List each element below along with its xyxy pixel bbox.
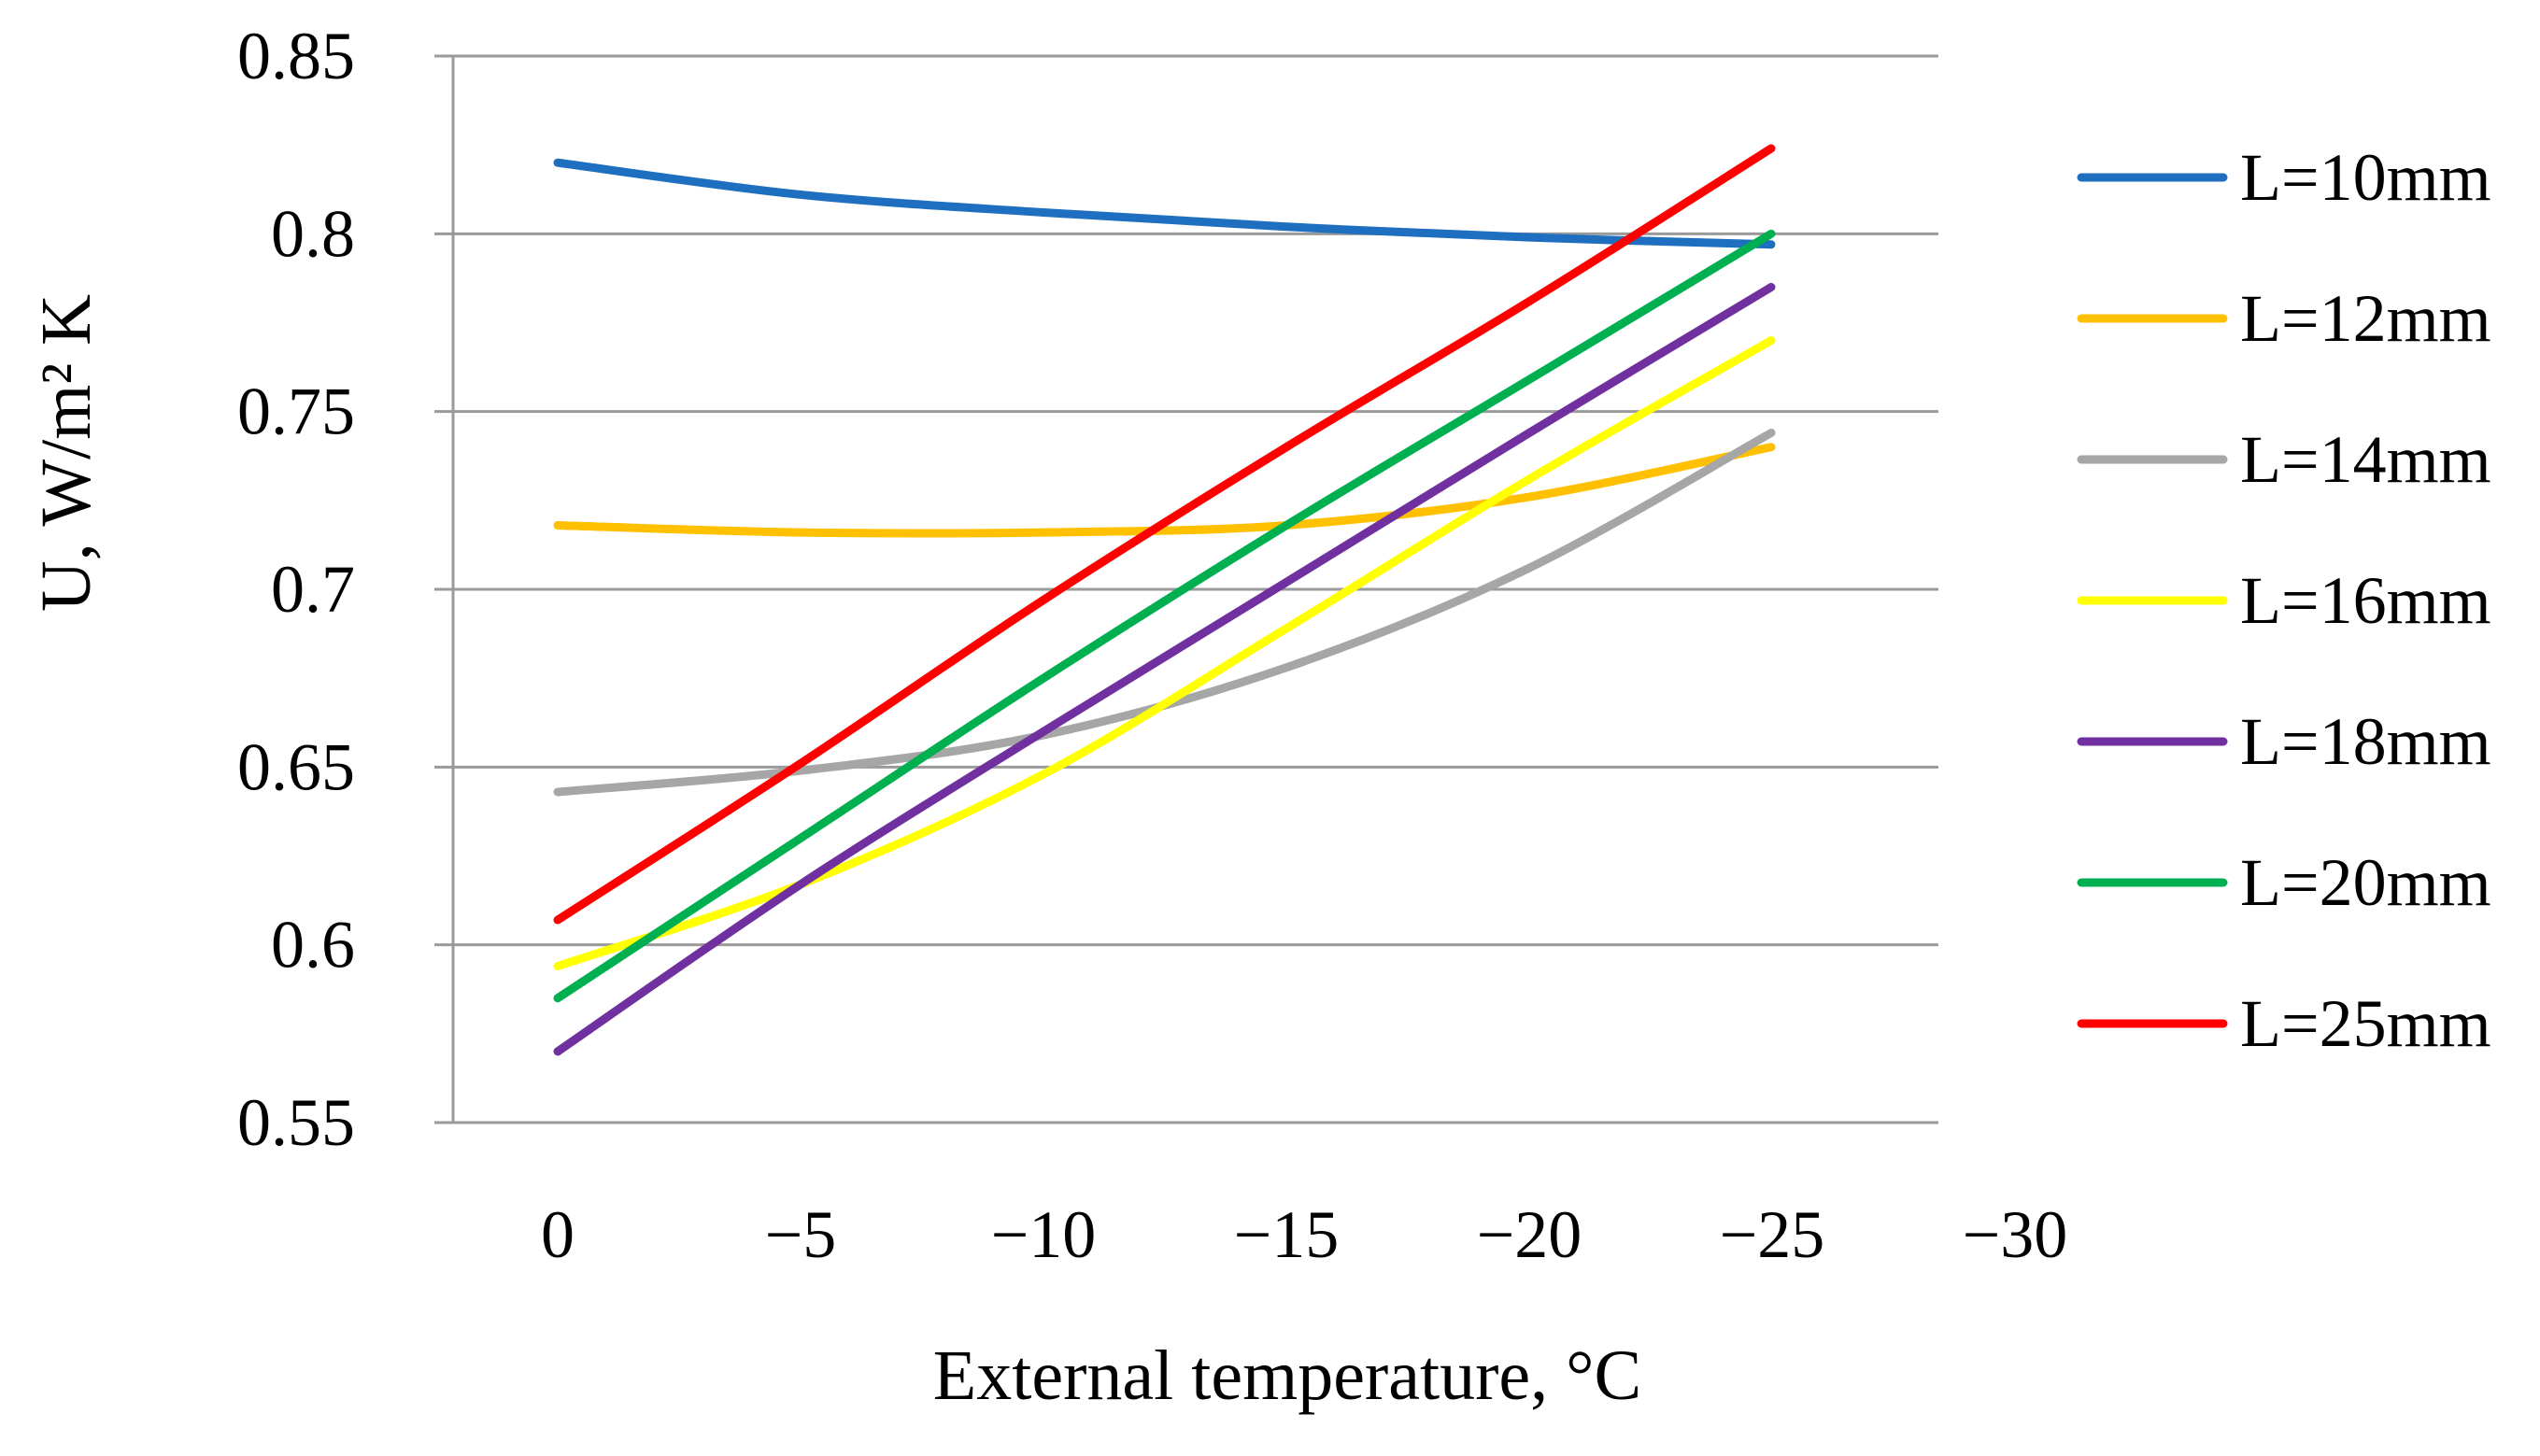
- y-tick-label: 0.65: [237, 729, 355, 804]
- legend-label-l-25mm: L=25mm: [2240, 986, 2491, 1061]
- y-tick-label: 0.85: [237, 19, 355, 93]
- legend-label-l-20mm: L=20mm: [2240, 845, 2491, 920]
- y-tick-label: 0.75: [237, 375, 355, 449]
- x-axis-label: External temperature, °C: [933, 1336, 1641, 1415]
- y-axis-label: U, W/m² K: [27, 294, 106, 612]
- x-tick-label: −30: [1963, 1197, 2068, 1272]
- y-tick-label: 0.8: [271, 196, 355, 271]
- legend-label-l-12mm: L=12mm: [2240, 281, 2491, 356]
- series-line-l-25mm: [553, 144, 1776, 925]
- legend-label-l-10mm: L=10mm: [2240, 140, 2491, 215]
- x-tick-label: −25: [1720, 1197, 1825, 1272]
- y-tick-label: 0.7: [271, 552, 355, 627]
- axes: [434, 56, 1938, 1124]
- x-tick-labels: 0 −5 −10 −15 −20 −25 −30: [541, 1197, 2067, 1272]
- series-line-l-18mm: [553, 282, 1776, 1056]
- series-line-l-12mm: [553, 443, 1776, 538]
- x-tick-label: −20: [1477, 1197, 1582, 1272]
- legend: L=10mm L=12mm L=14mm L=16mm L=18mm L=20mm L=25…: [2077, 140, 2491, 1061]
- y-tick-label: 0.6: [271, 908, 355, 982]
- x-tick-label: 0: [541, 1197, 575, 1272]
- legend-label-l-16mm: L=16mm: [2240, 563, 2491, 638]
- x-tick-label: −15: [1234, 1197, 1340, 1272]
- x-tick-label: −10: [991, 1197, 1097, 1272]
- x-tick-label: −5: [765, 1197, 837, 1272]
- y-tick-labels: 0.55 0.6 0.65 0.7 0.75 0.8 0.85: [237, 19, 355, 1160]
- series-lines: [553, 144, 1776, 1056]
- y-tick-label: 0.55: [237, 1085, 355, 1160]
- legend-label-l-14mm: L=14mm: [2240, 422, 2491, 497]
- legend-label-l-18mm: L=18mm: [2240, 704, 2491, 779]
- series-line-l-10mm: [553, 158, 1776, 249]
- series-line-l-16mm: [553, 336, 1776, 971]
- series-line-l-20mm: [553, 229, 1776, 1003]
